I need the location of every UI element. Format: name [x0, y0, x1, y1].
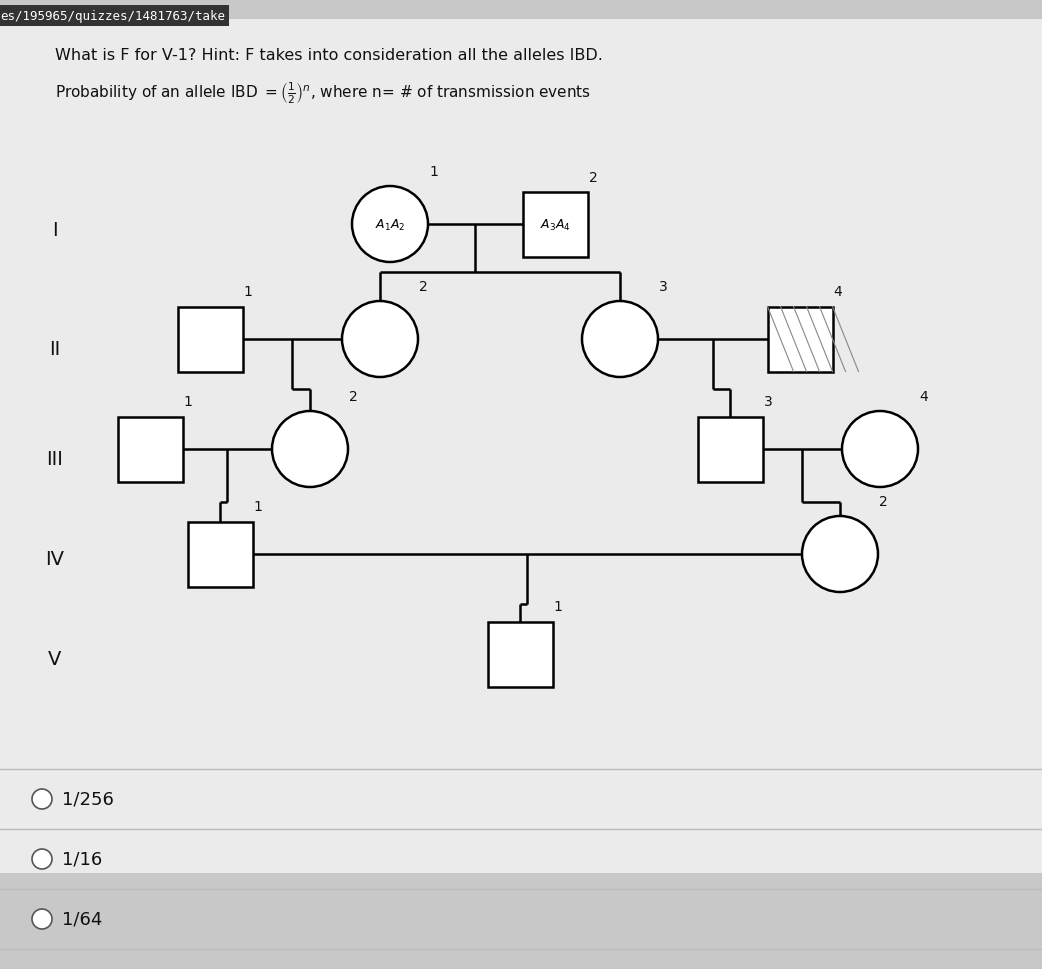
Text: 1: 1	[244, 285, 252, 299]
Text: 1/16: 1/16	[63, 850, 102, 868]
Text: 1: 1	[429, 165, 438, 179]
Text: 4: 4	[834, 285, 842, 299]
Bar	[522, 192, 588, 257]
Text: 2: 2	[419, 280, 428, 294]
Text: es/195965/quizzes/1481763/take: es/195965/quizzes/1481763/take	[0, 10, 225, 22]
Bar	[177, 307, 243, 372]
Bar	[768, 307, 833, 372]
Text: What is F for V-1? Hint: F takes into consideration all the alleles IBD.: What is F for V-1? Hint: F takes into co…	[55, 47, 603, 63]
Bar	[118, 417, 182, 482]
Text: 3: 3	[764, 395, 772, 409]
Circle shape	[272, 412, 348, 487]
Text: 2: 2	[349, 390, 357, 403]
Circle shape	[32, 849, 52, 869]
Bar	[488, 622, 552, 687]
Text: 2: 2	[589, 171, 597, 184]
Bar	[0, 20, 1042, 873]
Text: III: III	[47, 450, 64, 469]
Text: 1/256: 1/256	[63, 790, 114, 808]
Bar	[188, 522, 252, 587]
Circle shape	[582, 301, 658, 378]
Circle shape	[842, 412, 918, 487]
Circle shape	[342, 301, 418, 378]
Text: Probability of an allele IBD $= \left(\frac{1}{2}\right)^n$, where n= # of trans: Probability of an allele IBD $= \left(\f…	[55, 79, 591, 106]
Text: V: V	[48, 650, 61, 669]
Circle shape	[32, 789, 52, 809]
Text: $A_3A_4$: $A_3A_4$	[540, 217, 570, 233]
Circle shape	[32, 909, 52, 929]
Bar	[697, 417, 763, 482]
Circle shape	[352, 187, 428, 263]
Text: 4: 4	[919, 390, 927, 403]
Text: 1/64: 1/64	[63, 910, 102, 928]
Circle shape	[802, 516, 878, 592]
Text: 2: 2	[879, 494, 888, 509]
Text: 1: 1	[183, 395, 193, 409]
Text: 1: 1	[253, 500, 263, 514]
Text: $A_1A_2$: $A_1A_2$	[375, 217, 405, 233]
Text: IV: IV	[46, 550, 65, 569]
Text: I: I	[52, 220, 57, 239]
Text: 1: 1	[553, 600, 563, 614]
Text: II: II	[49, 340, 60, 359]
Text: 3: 3	[659, 280, 668, 294]
